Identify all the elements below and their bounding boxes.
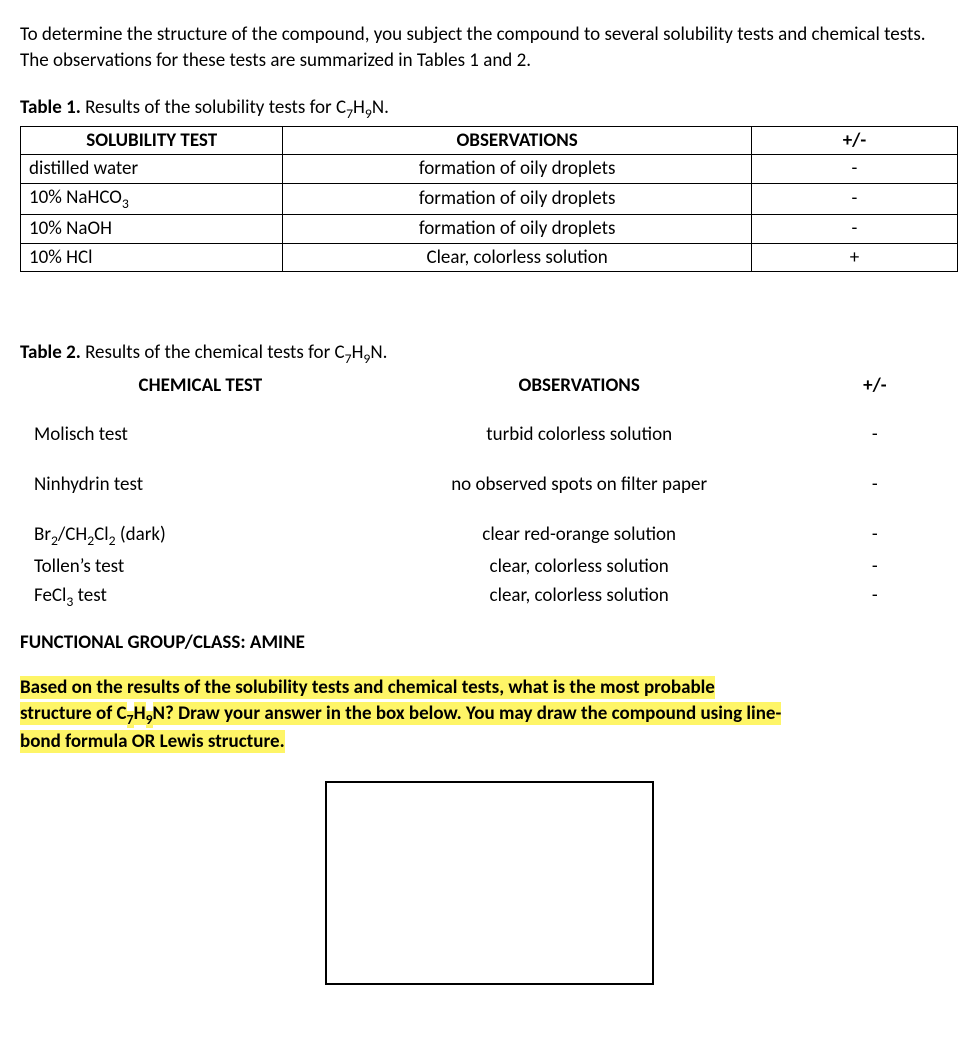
table2-caption-end: N. — [370, 341, 387, 364]
cell-res: - — [751, 215, 957, 244]
cell-res: - — [792, 552, 958, 582]
cell-test: 10% HCl — [21, 243, 283, 272]
table2-caption-rest: Results of the chemical tests for C — [81, 341, 345, 364]
cell-obs: formation of oily droplets — [283, 183, 752, 214]
functional-group-class: FUNCTIONAL GROUP/CLASS: AMINE — [20, 630, 958, 656]
table1-caption-rest: Results of the solubility tests for C — [81, 96, 346, 119]
table-row: distilled water formation of oily drople… — [21, 155, 958, 184]
q-line2a: structure of C — [20, 702, 127, 725]
table2-caption: Table 2. Results of the chemical tests f… — [20, 340, 958, 368]
seg: Cl — [94, 523, 109, 546]
cell-obs: formation of oily droplets — [283, 155, 752, 184]
chem-row: FeCl3 test clear, colorless solution - — [20, 581, 958, 613]
table-row: 10% HCl Clear, colorless solution + — [21, 243, 958, 272]
cell-test: 10% NaHCO3 — [21, 183, 283, 214]
chem-row: Br2/CH2Cl2 (dark) clear red-orange solut… — [20, 520, 958, 552]
cell-test-pre: 10% NaHCO — [29, 186, 122, 209]
cell-res: - — [792, 470, 958, 500]
cell-res: - — [792, 420, 958, 450]
chem-row: Tollen’s test clear, colorless solution … — [20, 552, 958, 582]
cell-obs: clear, colorless solution — [367, 552, 792, 582]
cell-test: Ninhydrin test — [20, 470, 367, 500]
cell-test: distilled water — [21, 155, 283, 184]
table2-caption-bold: Table 2. — [20, 341, 81, 364]
table2-caption-sub1: 7 — [345, 350, 352, 367]
seg: Br — [34, 523, 51, 546]
table-row: 10% NaOH formation of oily droplets - — [21, 215, 958, 244]
cell-test: Br2/CH2Cl2 (dark) — [20, 520, 367, 552]
cell-obs: Clear, colorless solution — [283, 243, 752, 272]
th-observations: OBSERVATIONS — [283, 126, 752, 155]
seg: /CH — [58, 523, 87, 546]
cell-obs: clear, colorless solution — [367, 581, 792, 613]
cell-obs: no observed spots on filter paper — [367, 470, 792, 500]
solubility-table: SOLUBILITY TEST OBSERVATIONS +/- distill… — [20, 126, 958, 273]
chem-header-row: CHEMICAL TEST OBSERVATIONS +/- — [20, 371, 958, 401]
th-result: +/- — [751, 126, 957, 155]
table1-caption-sub2: 9 — [365, 105, 372, 122]
table1-caption-bold: Table 1. — [20, 96, 81, 119]
cell-test: 10% NaOH — [21, 215, 283, 244]
seg-sub: 2 — [51, 531, 58, 548]
seg-sub: 2 — [109, 531, 116, 548]
cell-test-sub: 3 — [122, 195, 129, 212]
table1-caption: Table 1. Results of the solubility tests… — [20, 95, 958, 123]
cell-obs: clear red-orange solution — [367, 520, 792, 552]
cell-obs: turbid colorless solution — [367, 420, 792, 450]
table-header-row: SOLUBILITY TEST OBSERVATIONS +/- — [21, 126, 958, 155]
table-row: 10% NaHCO3 formation of oily droplets - — [21, 183, 958, 214]
cell-res: - — [792, 520, 958, 552]
table1-caption-sub1: 7 — [346, 105, 353, 122]
table1-caption-mid: H — [353, 96, 365, 119]
cell-test: FeCl3 test — [20, 581, 367, 613]
intro-paragraph: To determine the structure of the compou… — [20, 22, 958, 73]
chemical-tests-block: CHEMICAL TEST OBSERVATIONS +/- Molisch t… — [20, 371, 958, 614]
q-line2b: H — [134, 702, 146, 725]
cell-res: + — [751, 243, 957, 272]
seg: FeCl — [34, 584, 66, 607]
chem-row: Molisch test turbid colorless solution - — [20, 420, 958, 450]
th-solubility-test: SOLUBILITY TEST — [21, 126, 283, 155]
cell-res: - — [792, 581, 958, 613]
cell-test: Molisch test — [20, 420, 367, 450]
q-sub1: 7 — [127, 711, 134, 728]
cell-test: Tollen’s test — [20, 552, 367, 582]
th-result: +/- — [792, 371, 958, 401]
chem-row: Ninhydrin test no observed spots on filt… — [20, 470, 958, 500]
cell-obs: formation of oily droplets — [283, 215, 752, 244]
cell-res: - — [751, 155, 957, 184]
q-line2c: N? Draw your answer in the box below. Yo… — [153, 702, 782, 725]
th-observations: OBSERVATIONS — [367, 371, 792, 401]
seg: test — [73, 584, 107, 607]
q-line1: Based on the results of the solubility t… — [20, 676, 715, 699]
answer-box[interactable] — [325, 781, 654, 985]
q-line3: bond formula OR Lewis structure. — [20, 730, 285, 753]
cell-res: - — [751, 183, 957, 214]
question-block: Based on the results of the solubility t… — [20, 675, 958, 755]
seg: (dark) — [116, 523, 166, 546]
th-chemical-test: CHEMICAL TEST — [20, 371, 367, 401]
table2-caption-mid: H — [352, 341, 364, 364]
table1-caption-end: N. — [372, 96, 389, 119]
q-sub2: 9 — [146, 711, 153, 728]
